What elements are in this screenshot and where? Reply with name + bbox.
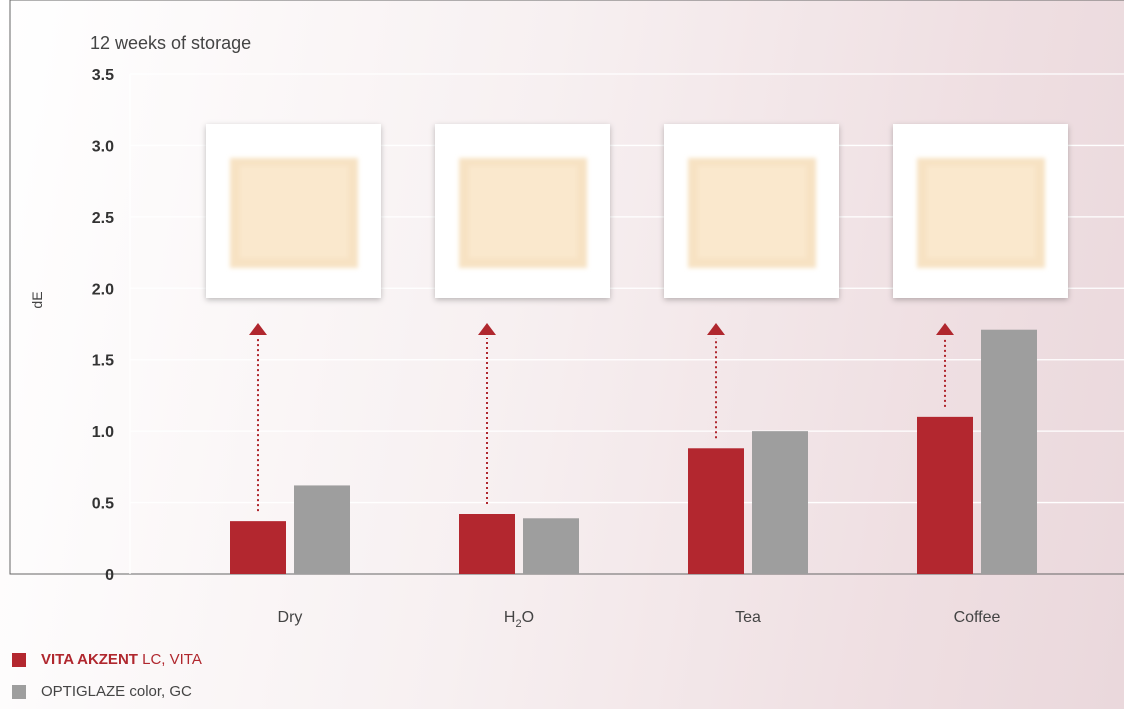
y-tick-label: 3.5 (92, 67, 114, 84)
bar-optiglaze-dry (294, 485, 350, 574)
bar-optiglaze-tea (752, 431, 808, 574)
arrow-head-icon (707, 323, 725, 335)
legend-swatch-optiglaze (12, 684, 26, 699)
bar-vita-dry (230, 521, 286, 574)
specimen-sample-highlight (240, 166, 348, 258)
x-tick-label: Tea (735, 609, 761, 626)
y-tick-label: 3.0 (92, 138, 114, 155)
legend-item-vita: VITA AKZENT LC, VITA (12, 651, 202, 668)
chart-title: 12 weeks of storage (90, 33, 251, 53)
y-tick-label: 2.0 (92, 281, 114, 298)
legend-swatch-vita (12, 652, 26, 667)
legend-label-vita-rest: LC, VITA (137, 651, 202, 668)
legend-item-optiglaze: OPTIGLAZE color, GC (12, 683, 192, 700)
y-tick-label: 1.0 (92, 424, 114, 441)
specimen-sample-highlight (698, 166, 806, 258)
x-tick-label: Coffee (954, 609, 1001, 626)
x-tick-label: Dry (278, 609, 303, 626)
arrow-head-icon (478, 323, 496, 335)
legend-label-optiglaze: OPTIGLAZE color, GC (41, 683, 192, 700)
bar-vita-coffee (917, 416, 973, 574)
y-axis-label: dE (29, 291, 45, 308)
annotation-arrows (249, 323, 954, 512)
y-tick-label: 1.5 (92, 353, 114, 370)
bar-optiglaze-h2o (523, 518, 579, 574)
specimen-photos (206, 124, 1068, 298)
x-tick-label: H2O (504, 609, 534, 630)
arrow-head-icon (936, 323, 954, 335)
bar-vita-h2o (459, 514, 515, 574)
bar-vita-tea (688, 448, 744, 574)
y-tick-label: 2.5 (92, 210, 114, 227)
y-tick-label: 0.5 (92, 496, 114, 513)
y-tick-labels: 0 0.5 1.0 1.5 2.0 2.5 3.0 3.5 (92, 67, 114, 584)
bar-optiglaze-coffee (981, 329, 1037, 574)
specimen-sample-highlight (469, 166, 577, 258)
bars (230, 329, 1037, 574)
specimen-sample-highlight (927, 166, 1035, 258)
x-tick-labels: Dry H2O Tea Coffee (278, 609, 1001, 630)
y-tick-label: 0 (105, 567, 114, 584)
legend-label-vita-brand: VITA AKZENT (41, 651, 138, 668)
arrow-head-icon (249, 323, 267, 335)
